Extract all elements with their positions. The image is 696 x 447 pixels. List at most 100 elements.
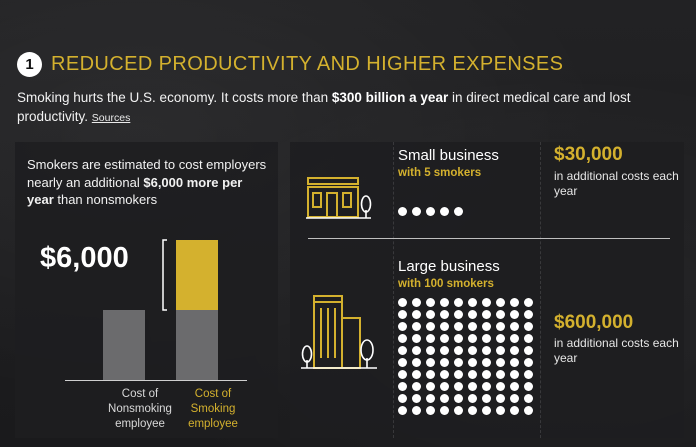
large-business-smoker-dots: [398, 298, 533, 415]
smoker-dot: [454, 346, 463, 355]
smoking-bar-label: Cost of Smoking employee: [173, 387, 253, 432]
small-business-subtitle: with 5 smokers: [398, 167, 482, 179]
smoking-label-line-1: Cost of: [194, 388, 232, 400]
smoker-dot: [426, 310, 435, 319]
smoker-dot: [412, 322, 421, 331]
smoker-dot: [440, 394, 449, 403]
smoker-dot: [524, 358, 533, 367]
smoker-dot: [496, 322, 505, 331]
smoker-dot: [482, 310, 491, 319]
storefront-icon: [306, 177, 372, 219]
smoker-dot: [496, 358, 505, 367]
smoker-dot: [454, 207, 463, 216]
smoker-dot: [468, 310, 477, 319]
smoker-dot: [482, 394, 491, 403]
smoker-dot: [398, 346, 407, 355]
smoker-dot: [398, 358, 407, 367]
nonsmoking-label-line-1: Cost of: [121, 388, 159, 400]
smoker-dot: [496, 394, 505, 403]
smoker-dot: [496, 334, 505, 343]
smoker-dot: [412, 334, 421, 343]
smoker-dot: [482, 382, 491, 391]
smoker-dot: [468, 358, 477, 367]
sources-link[interactable]: Sources: [91, 112, 131, 124]
smoker-dot: [510, 382, 519, 391]
smoker-dot: [454, 394, 463, 403]
smoker-dot: [482, 406, 491, 415]
smoker-dot: [482, 358, 491, 367]
intro-text-start: Smoking hurts the U.S. economy. It costs…: [17, 90, 332, 105]
cost-comparison-chart: [65, 239, 247, 381]
smoker-dot: [482, 298, 491, 307]
smoker-dot: [524, 322, 533, 331]
smoker-dot: [454, 382, 463, 391]
smoker-dot: [426, 298, 435, 307]
divider: [540, 142, 541, 438]
smoker-dot: [440, 334, 449, 343]
nonsmoking-bar-label: Cost of Nonsmoking employee: [100, 387, 180, 432]
smoker-dot: [468, 406, 477, 415]
smoker-dot: [524, 310, 533, 319]
smoker-dot: [468, 346, 477, 355]
smoker-dot: [426, 406, 435, 415]
smoker-dot: [398, 310, 407, 319]
nonsmoking-label-line-2: Nonsmoking: [108, 403, 172, 415]
desc-start: Smokers are estimated to cost employers …: [27, 157, 267, 190]
smoker-dot: [482, 346, 491, 355]
smoker-dot: [426, 370, 435, 379]
smoker-dot: [440, 370, 449, 379]
smoker-dot: [468, 334, 477, 343]
divider: [393, 142, 394, 438]
large-business-cost: $600,000: [554, 312, 634, 333]
bar-base-cost-0: [103, 310, 145, 380]
smoker-dot: [426, 358, 435, 367]
smoker-dot: [510, 358, 519, 367]
smoker-dot: [524, 394, 533, 403]
smoker-dot: [524, 382, 533, 391]
smoker-dot: [454, 322, 463, 331]
smoker-dot: [412, 382, 421, 391]
smoker-dot: [510, 370, 519, 379]
smoker-dot: [482, 334, 491, 343]
small-business-title: Small business: [398, 147, 499, 164]
smoker-dot: [398, 207, 407, 216]
smoker-dot: [440, 382, 449, 391]
smoker-dot: [412, 310, 421, 319]
smoker-dot: [524, 346, 533, 355]
smoker-dot: [524, 334, 533, 343]
smoker-dot: [496, 370, 505, 379]
smoker-dot: [440, 346, 449, 355]
smoker-dot: [510, 322, 519, 331]
smoker-dot: [510, 310, 519, 319]
smoker-dot: [398, 406, 407, 415]
smoker-dot: [440, 406, 449, 415]
large-business-title: Large business: [398, 258, 500, 275]
smoker-dot: [398, 394, 407, 403]
section-header: 1 REDUCED PRODUCTIVITY AND HIGHER EXPENS…: [17, 52, 563, 77]
small-business-smoker-dots: [398, 207, 463, 216]
smoker-dot: [412, 370, 421, 379]
smoker-dot: [398, 298, 407, 307]
smoker-dot: [440, 310, 449, 319]
small-business-cost-description: in additional costs each year: [554, 169, 679, 198]
section-divider-line: [308, 238, 670, 239]
intro-paragraph: Smoking hurts the U.S. economy. It costs…: [17, 88, 657, 128]
smoker-dot: [468, 394, 477, 403]
smoker-dot: [496, 298, 505, 307]
smoker-dot: [468, 382, 477, 391]
smoker-dot: [454, 358, 463, 367]
smoker-dot: [440, 358, 449, 367]
smoker-dot: [412, 394, 421, 403]
employer-cost-description: Smokers are estimated to cost employers …: [27, 156, 272, 209]
smoker-dot: [426, 382, 435, 391]
smoker-dot: [412, 346, 421, 355]
desc-bold: $6,000 more per year: [27, 174, 243, 208]
smoking-label-line-3: employee: [188, 418, 238, 430]
large-business-cost-description: in additional costs each year: [554, 336, 679, 365]
smoker-dot: [468, 298, 477, 307]
section-number-badge: 1: [17, 52, 42, 77]
additional-cost-bracket: [162, 239, 167, 311]
smoker-dot: [454, 406, 463, 415]
smoker-dot: [440, 298, 449, 307]
smoker-dot: [398, 334, 407, 343]
